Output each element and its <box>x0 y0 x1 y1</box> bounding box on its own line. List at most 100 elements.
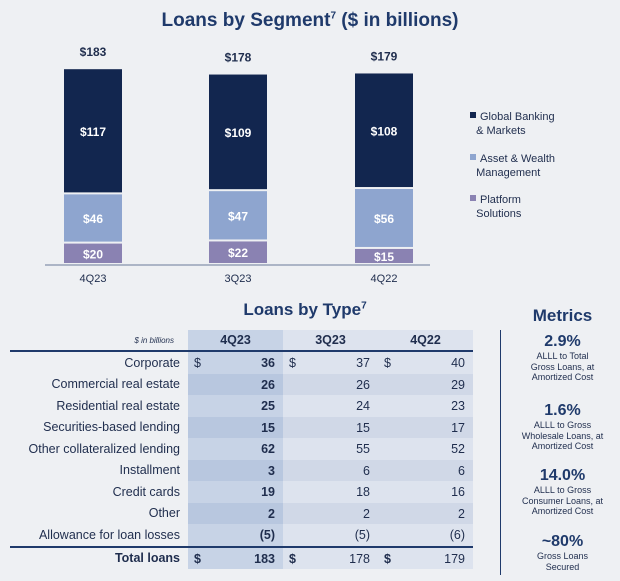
bar-segment-label: $22 <box>228 246 248 260</box>
metric-item: 14.0% ALLL to Gross Consumer Loans, at Amor… <box>505 467 620 517</box>
cell-value: 15 <box>261 420 275 435</box>
unit-note: $ in billions <box>10 330 188 352</box>
cell-value: 37 <box>356 356 370 370</box>
x-tick-label: 4Q23 <box>80 273 107 285</box>
metrics-divider <box>500 330 501 575</box>
cell-value: 15 <box>356 420 370 435</box>
cell-value: 26 <box>261 377 275 392</box>
type-title-footnote: 7 <box>361 300 367 312</box>
row-label: Commercial real estate <box>51 377 180 392</box>
table-cell: 18 <box>283 481 378 503</box>
legend-label-gbm: Global Banking & Markets <box>470 111 555 137</box>
table-cell: 15 <box>283 416 378 438</box>
metric-value: 2.9% <box>544 333 581 350</box>
table-cell: 23 <box>378 395 473 417</box>
metric-description: ALLL to Total Gross Loans, at Amortized Co… <box>530 351 595 382</box>
metric-description: ALLL to Gross Wholesale Loans, at Amortize… <box>521 420 604 451</box>
cell-value: 2 <box>268 506 275 521</box>
bar-segment <box>64 69 122 193</box>
type-table-title: Loans by Type7 <box>195 300 415 320</box>
x-tick-label: 3Q23 <box>225 273 252 285</box>
row-label: Allowance for loan losses <box>38 527 180 542</box>
table-row: Other 2 2 2 <box>10 502 473 524</box>
bar-segment <box>209 241 267 263</box>
table-cell: 25 <box>188 395 283 417</box>
cell-value: 3 <box>268 463 275 478</box>
table-cell: 55 <box>283 438 378 460</box>
table-cell: (5) <box>283 524 378 547</box>
dollar-sign: $ <box>384 356 391 370</box>
table-cell: 15 <box>188 416 283 438</box>
dollar-sign: $ <box>289 356 296 370</box>
table-cell: $36 <box>188 351 283 374</box>
metric-item: 2.9% ALLL to Total Gross Loans, at Amortize… <box>505 333 620 383</box>
cell-value: 52 <box>451 442 465 456</box>
dollar-sign: $ <box>194 551 201 566</box>
bar-segment <box>209 74 267 190</box>
segment-bar-chart: $20 $46 $117 $183 4Q23 $22 $47 $109 $178 3Q23 $15 $… <box>45 45 430 285</box>
cell-value: 2 <box>363 506 370 521</box>
bar-segment-label: $47 <box>228 209 248 223</box>
table-row: Credit cards 19 18 16 <box>10 481 473 503</box>
bar-total-label: $179 <box>371 49 398 63</box>
segment-chart-title: Loans by Segment7 ($ in billions) <box>0 10 620 32</box>
legend-item-gbm: Global Banking & Markets <box>470 110 555 138</box>
row-label: Corporate <box>124 355 180 370</box>
table-cell: 17 <box>378 416 473 438</box>
table-row: Residential real estate 25 24 23 <box>10 395 473 417</box>
row-label: Residential real estate <box>56 398 180 413</box>
table-cell: 19 <box>188 481 283 503</box>
bar-segment-label: $46 <box>83 212 103 226</box>
bar-segment-label: $20 <box>83 247 103 261</box>
bar-segment-label: $108 <box>371 124 398 138</box>
legend-swatch-awm <box>470 154 476 160</box>
table-cell: 3 <box>188 459 283 481</box>
metric-description: Gross Loans Secured <box>536 551 589 572</box>
table-cell: $179 <box>378 545 473 569</box>
table-cell: $40 <box>378 351 473 374</box>
row-label: Other <box>148 506 180 521</box>
table-row: Commercial real estate 26 26 29 <box>10 373 473 395</box>
cell-value: 26 <box>356 377 370 392</box>
segment-title-unit: ($ in billions) <box>341 10 459 31</box>
table-cell: 29 <box>378 373 473 395</box>
dollar-sign: $ <box>384 551 391 566</box>
legend-swatch-gbm <box>470 112 476 118</box>
table-cell: $178 <box>283 545 378 569</box>
metric-item: ~80% Gross Loans Secured <box>505 533 620 572</box>
cell-value: 24 <box>356 399 370 413</box>
table-row: Corporate $36 $37 $40 <box>10 351 473 374</box>
cell-value: 29 <box>451 377 465 392</box>
metric-value: 1.6% <box>544 402 581 419</box>
cell-value: 19 <box>261 485 275 499</box>
cell-value: 2 <box>458 506 465 521</box>
table-cell: 26 <box>188 373 283 395</box>
bar-segment <box>64 194 122 242</box>
metric-value: ~80% <box>541 533 584 550</box>
table-cell: 2 <box>188 502 283 524</box>
cell-value: 36 <box>261 356 275 370</box>
table-cell: 2 <box>378 502 473 524</box>
column-header: 4Q22 <box>378 330 473 352</box>
row-label: Securities-based lending <box>43 420 180 435</box>
total-row: Total loans $183 $178 $179 <box>10 545 473 569</box>
bar-total-label: $183 <box>80 45 107 59</box>
bar-segment <box>355 73 413 188</box>
bar-segment <box>355 189 413 247</box>
cell-value: 179 <box>444 551 465 566</box>
metric-description: ALLL to Gross Consumer Loans, at Amortized… <box>521 485 604 516</box>
bar-segment <box>64 243 122 263</box>
cell-value: 23 <box>451 399 465 413</box>
segment-title-text: Loans by Segment <box>161 10 331 31</box>
dollar-sign: $ <box>194 356 201 370</box>
cell-value: 16 <box>451 485 465 499</box>
table-row: Installment 3 6 6 <box>10 459 473 481</box>
table-cell: 2 <box>283 502 378 524</box>
table-row: Securities-based lending 15 15 17 <box>10 416 473 438</box>
table-cell: 16 <box>378 481 473 503</box>
loans-by-type-table: $ in billions 4Q23 3Q23 4Q22 Corporate $36 $37… <box>10 330 473 569</box>
bar-segment <box>355 248 413 263</box>
table-cell: 26 <box>283 373 378 395</box>
cell-value: 25 <box>261 399 275 413</box>
bar-segment-label: $15 <box>374 250 394 264</box>
